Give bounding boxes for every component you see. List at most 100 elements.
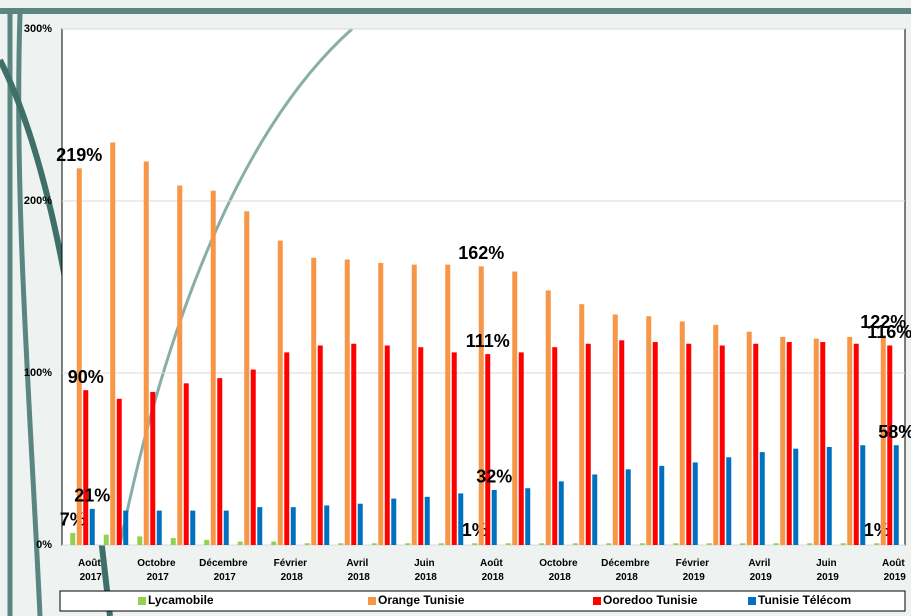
bar xyxy=(853,343,859,545)
bar xyxy=(686,343,692,545)
x-tick-label: Février 2018 xyxy=(274,558,310,583)
y-tick-label: 100% xyxy=(24,367,52,379)
x-tick-label: Août 2017 xyxy=(78,558,104,583)
bar xyxy=(579,304,585,545)
bar xyxy=(773,543,779,545)
bar xyxy=(371,543,377,545)
bar xyxy=(451,352,457,545)
bar xyxy=(793,448,799,545)
bar xyxy=(190,510,196,545)
bar xyxy=(344,259,350,545)
bar xyxy=(183,383,189,545)
bar xyxy=(820,342,826,545)
bar xyxy=(746,331,752,545)
data-label: 116% xyxy=(867,322,911,342)
decor-curve xyxy=(118,27,353,546)
bar xyxy=(887,345,893,545)
bar xyxy=(103,534,109,545)
data-label: 90% xyxy=(68,367,104,387)
bar xyxy=(150,391,156,545)
legend-swatch xyxy=(368,597,376,605)
x-tick-label: Octobre 2017 xyxy=(137,558,178,583)
bar xyxy=(83,390,89,545)
data-label: 1% xyxy=(864,520,890,540)
bar xyxy=(572,543,578,545)
bar xyxy=(478,266,484,545)
bar xyxy=(304,543,310,545)
bar xyxy=(585,343,591,545)
bar xyxy=(110,142,116,545)
bar xyxy=(652,342,658,545)
bar xyxy=(237,541,243,545)
bar xyxy=(445,264,451,545)
bar xyxy=(639,543,645,545)
bar xyxy=(840,543,846,545)
bar xyxy=(880,335,886,545)
bar xyxy=(759,452,765,545)
bar xyxy=(156,510,162,545)
bar xyxy=(324,505,330,545)
bar xyxy=(491,489,497,545)
legend-swatch xyxy=(138,597,146,605)
bar xyxy=(713,324,719,545)
data-label: 58% xyxy=(878,422,911,442)
bar xyxy=(512,271,518,545)
bar xyxy=(847,336,853,545)
bar xyxy=(317,345,323,545)
bar xyxy=(217,378,223,545)
bar xyxy=(753,343,759,545)
x-tick-label: Avril 2019 xyxy=(748,558,773,583)
bar xyxy=(558,481,564,545)
bar xyxy=(244,211,250,545)
bar xyxy=(592,474,598,545)
bar xyxy=(813,338,819,545)
bar xyxy=(250,369,256,545)
bar xyxy=(679,321,685,545)
legend-label: Lycamobile xyxy=(148,593,214,607)
bar xyxy=(438,543,444,545)
bar xyxy=(137,536,143,545)
bar xyxy=(418,347,424,545)
bar xyxy=(780,336,786,545)
bar xyxy=(424,496,430,545)
bar xyxy=(612,314,618,545)
bar xyxy=(351,343,357,545)
bar xyxy=(552,347,558,545)
bar xyxy=(826,446,832,545)
legend-box xyxy=(59,590,906,612)
bar xyxy=(223,510,229,545)
bar xyxy=(706,543,712,545)
bar xyxy=(860,445,866,545)
data-label: 1% xyxy=(462,520,488,540)
bar xyxy=(893,445,899,545)
x-tick-label: Avril 2018 xyxy=(346,558,371,583)
x-tick-label: Décembre 2017 xyxy=(199,558,250,583)
bar xyxy=(170,538,176,545)
bar xyxy=(405,543,411,545)
legend-label: Ooredoo Tunisie xyxy=(603,593,698,607)
bar xyxy=(271,541,277,545)
x-tick-label: Octobre 2018 xyxy=(539,558,580,583)
x-tick-label: Février 2019 xyxy=(676,558,712,583)
bar xyxy=(290,507,296,545)
bar xyxy=(458,493,464,545)
frame-top xyxy=(0,8,911,14)
bar xyxy=(378,262,384,545)
bar xyxy=(411,264,417,545)
data-label: 219% xyxy=(56,145,102,165)
data-label: 122% xyxy=(860,312,906,332)
data-label: 111% xyxy=(466,331,510,351)
data-label: 32% xyxy=(476,467,512,487)
legend-label: Orange Tunisie xyxy=(378,593,465,607)
bar xyxy=(786,342,792,545)
bar xyxy=(311,257,317,545)
bar xyxy=(143,161,149,545)
bar xyxy=(284,352,290,545)
y-tick-label: 200% xyxy=(24,195,52,207)
bar xyxy=(89,508,95,545)
bar xyxy=(726,457,732,545)
bar xyxy=(807,543,813,545)
bar xyxy=(338,543,344,545)
bar xyxy=(76,168,82,545)
legend-swatch xyxy=(593,597,601,605)
